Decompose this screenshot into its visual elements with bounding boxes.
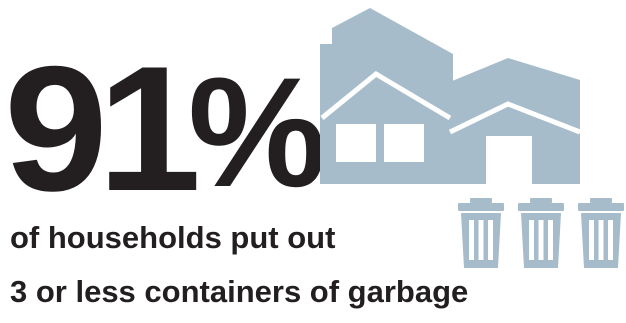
caption-line-2: 3 or less containers of garbage bbox=[10, 274, 469, 309]
garbage-bins bbox=[458, 198, 624, 268]
house-icon bbox=[320, 8, 581, 184]
caption-line-1: of households put out bbox=[10, 220, 336, 255]
stat-percent-sign: % bbox=[188, 46, 327, 220]
stat-number: 91 bbox=[4, 29, 201, 228]
stat-percentage: 91% bbox=[4, 40, 327, 218]
